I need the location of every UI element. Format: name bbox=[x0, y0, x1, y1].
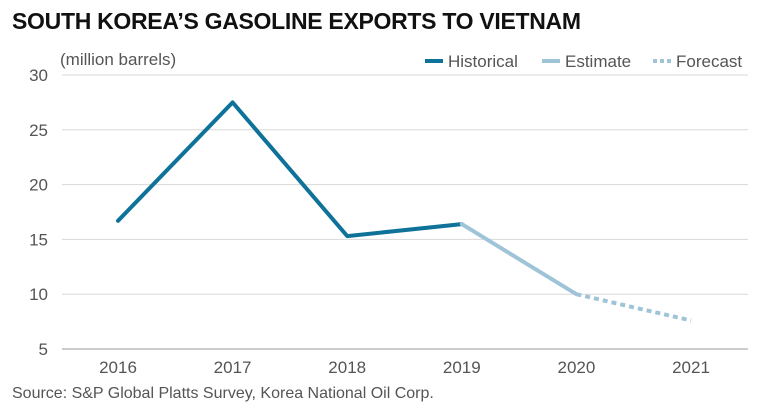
unit-label: (million barrels) bbox=[60, 50, 177, 69]
y-tick-label-5: 5 bbox=[39, 340, 48, 359]
y-tick-label-20: 20 bbox=[29, 176, 48, 195]
x-tick-label-2020: 2020 bbox=[557, 358, 595, 377]
y-tick-label-25: 25 bbox=[29, 121, 48, 140]
series-line-forecast bbox=[575, 292, 692, 323]
series-line-estimate bbox=[459, 222, 579, 297]
legend-label-historical: Historical bbox=[448, 52, 518, 71]
y-tick-label-10: 10 bbox=[29, 285, 48, 304]
x-tick-label-2019: 2019 bbox=[443, 358, 481, 377]
chart-title: SOUTH KOREA’S GASOLINE EXPORTS TO VIETNA… bbox=[12, 8, 581, 34]
x-tick-label-2021: 2021 bbox=[672, 358, 710, 377]
x-tick-label-2016: 2016 bbox=[99, 358, 137, 377]
y-tick-label-15: 15 bbox=[29, 230, 48, 249]
legend-label-estimate: Estimate bbox=[565, 52, 631, 71]
x-tick-label-2017: 2017 bbox=[214, 358, 252, 377]
legend-label-forecast: Forecast bbox=[676, 52, 742, 71]
series-line-historical bbox=[116, 100, 464, 239]
y-tick-label-30: 30 bbox=[29, 66, 48, 85]
x-tick-label-2018: 2018 bbox=[328, 358, 366, 377]
source-note: Source: S&P Global Platts Survey, Korea … bbox=[12, 385, 434, 402]
